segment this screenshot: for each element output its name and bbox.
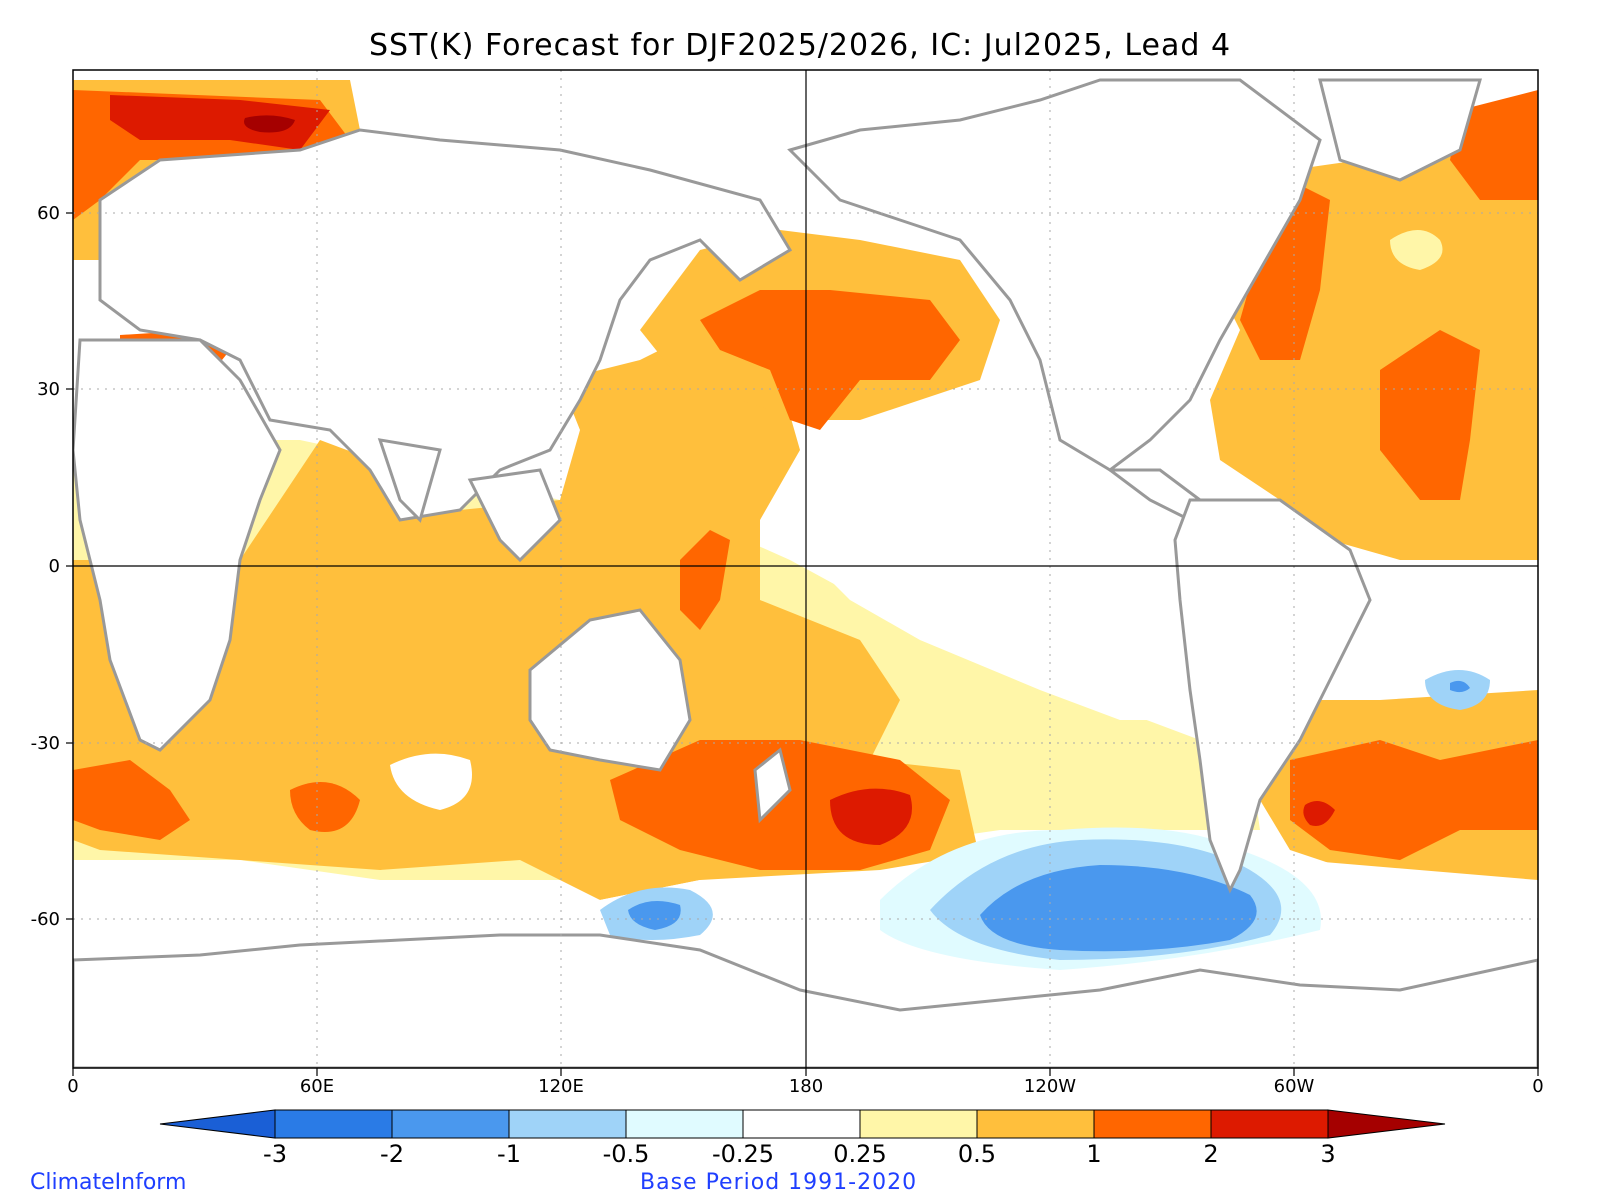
colorbar-label: -0.25 <box>712 1140 774 1168</box>
colorbar-label: -3 <box>263 1140 287 1168</box>
y-tick-label: 60 <box>37 203 60 224</box>
map-title: SST(K) Forecast for DJF2025/2026, IC: Ju… <box>368 28 1232 63</box>
reference-lines <box>73 70 1538 1068</box>
y-tick-label: -60 <box>31 909 60 930</box>
red-orange-south-atlantic <box>1290 740 1538 860</box>
red-orange-north-pacific <box>700 290 960 430</box>
y-tick-marks <box>66 212 73 920</box>
credit-text: ClimateInform <box>30 1170 187 1195</box>
x-tick-labels: 0 60E 120E 180 120W 60W 0 <box>67 1076 1543 1097</box>
colorbar-label: 2 <box>1203 1140 1218 1168</box>
land-new-zealand <box>753 747 792 824</box>
x-tick-label: 60W <box>1274 1076 1315 1097</box>
colorbar-labels: -3 -2 -1 -0.5 -0.25 0.25 0.5 1 2 3 <box>263 1140 1336 1168</box>
land-australia <box>528 608 692 772</box>
x-tick-label: 0 <box>1532 1076 1543 1097</box>
colorbar-label: -1 <box>497 1140 521 1168</box>
blue-southern-ocean-west <box>628 901 681 930</box>
base-period-text: Base Period 1991-2020 <box>640 1170 918 1195</box>
red-orange-southwest-indian <box>73 760 190 840</box>
red-orange-arctic-atlantic <box>1450 90 1538 200</box>
red-south-pacific <box>830 788 912 845</box>
white-gap-southern-indian <box>390 753 472 810</box>
y-tick-label: 30 <box>37 379 60 400</box>
red-orange-north-atlantic-east <box>1380 330 1480 500</box>
darkred-barents <box>244 115 295 133</box>
colorbar <box>159 1109 1446 1139</box>
y-tick-label: -30 <box>31 733 60 754</box>
colorbar-swatch <box>391 1109 510 1139</box>
colorbar-swatch-above-max <box>1327 1109 1446 1139</box>
red-orange-warm-pool <box>680 530 730 630</box>
colorbar-label: 1 <box>1086 1140 1101 1168</box>
blue-south-atlantic <box>1450 680 1470 693</box>
colorbar-label: -2 <box>380 1140 404 1168</box>
land-greenland <box>1318 78 1482 182</box>
land-india <box>377 438 442 523</box>
white-eastern-pacific <box>790 410 1220 720</box>
y-tick-label: 0 <box>49 556 60 577</box>
land-southeast-asia <box>467 468 562 563</box>
colorbar-label: -0.5 <box>603 1140 650 1168</box>
colorbar-swatch <box>625 1109 744 1139</box>
red-orange-southern-indian <box>290 782 360 832</box>
y-tick-labels: 60 30 0 -30 -60 <box>31 203 60 930</box>
colorbar-swatch-below-min <box>159 1109 276 1139</box>
blue-southeast-pacific <box>980 865 1257 952</box>
red-orange-north-atlantic-west <box>1240 170 1330 360</box>
land-south-america <box>1173 498 1372 894</box>
land-eurasia-north <box>98 128 793 522</box>
x-tick-label: 60E <box>300 1076 334 1097</box>
red-barents <box>110 95 330 150</box>
colorbar-swatch <box>1093 1109 1212 1139</box>
colorbar-swatch <box>859 1109 978 1139</box>
x-tick-label: 120E <box>538 1076 584 1097</box>
land-north-america <box>787 78 1322 472</box>
light-yellow-north-atlantic-blob <box>1390 230 1443 270</box>
colorbar-swatch <box>274 1109 393 1139</box>
colorbar-label: 0.25 <box>833 1140 886 1168</box>
colorbar-swatch <box>742 1109 861 1139</box>
land-africa <box>73 338 282 752</box>
red-south-atlantic <box>1303 801 1335 826</box>
colorbar-label: 3 <box>1320 1140 1335 1168</box>
colorbar-swatch <box>508 1109 627 1139</box>
x-tick-label: 0 <box>67 1076 78 1097</box>
colorbar-swatch <box>976 1109 1095 1139</box>
x-tick-marks <box>72 1068 1539 1076</box>
x-tick-label: 180 <box>789 1076 823 1097</box>
colorbar-swatch <box>1210 1109 1329 1139</box>
x-tick-label: 120W <box>1024 1076 1076 1097</box>
colorbar-label: 0.5 <box>958 1140 996 1168</box>
